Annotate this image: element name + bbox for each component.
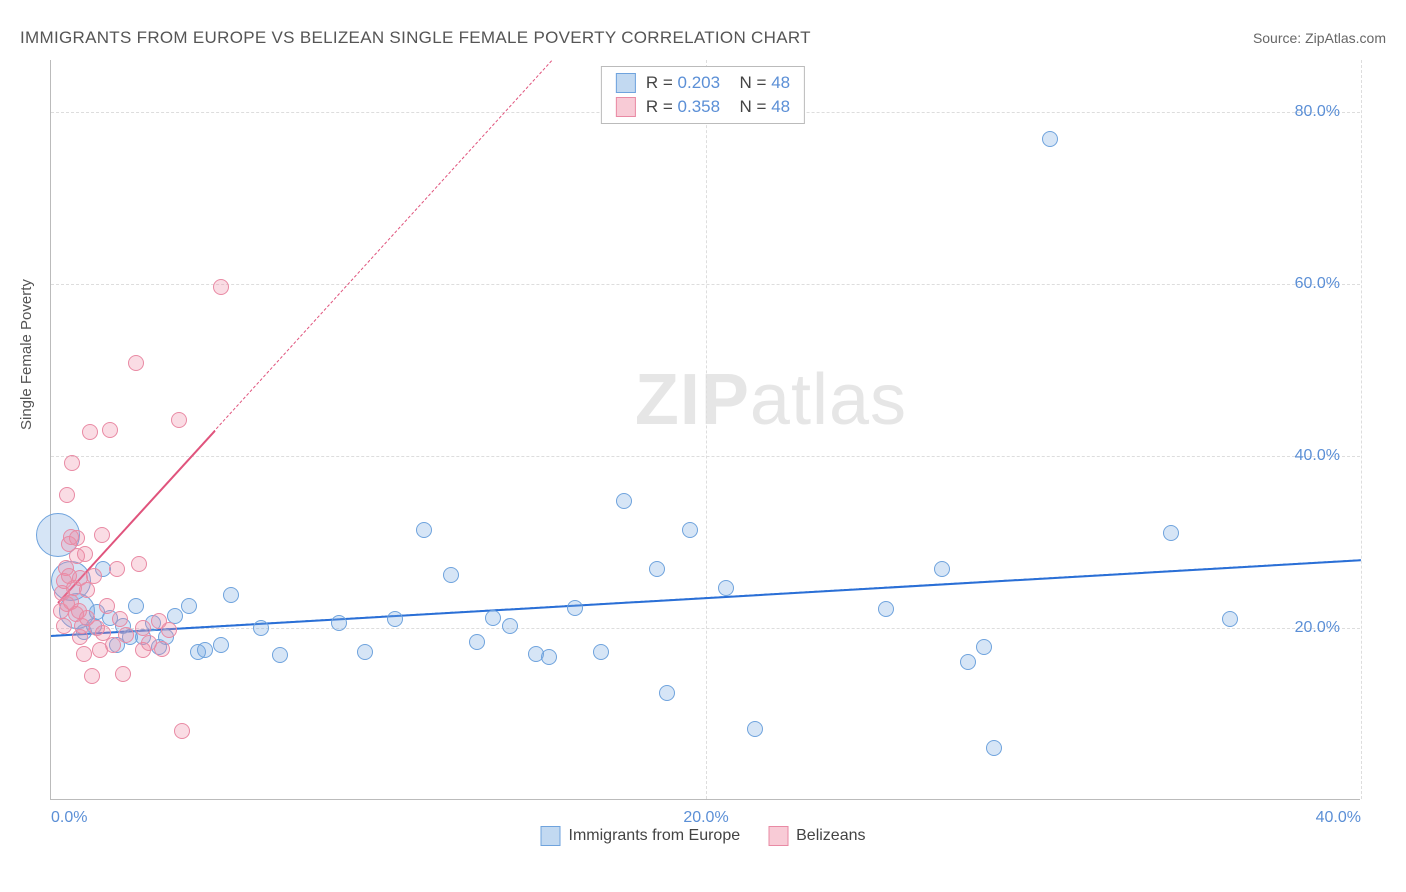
legend-row-europe: R = 0.203 N = 48	[612, 71, 794, 95]
legend-item-belize: Belizeans	[768, 826, 865, 846]
europe-point	[1222, 611, 1238, 627]
belize-point	[112, 611, 128, 627]
y-tick-label: 60.0%	[1295, 275, 1340, 293]
europe-point	[485, 610, 501, 626]
belize-point	[82, 424, 98, 440]
x-tick-label: 20.0%	[683, 809, 728, 827]
legend-swatch	[616, 97, 636, 117]
belize-point	[64, 455, 80, 471]
x-tick-label: 0.0%	[51, 809, 87, 827]
legend-label: Immigrants from Europe	[569, 827, 741, 845]
belize-point	[213, 279, 229, 295]
belize-point	[79, 582, 95, 598]
belize-point	[105, 637, 121, 653]
europe-point	[960, 654, 976, 670]
gridline-v	[706, 60, 707, 799]
europe-point	[416, 522, 432, 538]
belize-point	[171, 412, 187, 428]
y-tick-label: 20.0%	[1295, 619, 1340, 637]
europe-point	[223, 587, 239, 603]
europe-point	[1163, 525, 1179, 541]
europe-point	[934, 561, 950, 577]
belize-point	[118, 627, 134, 643]
legend-label: Belizeans	[796, 827, 865, 845]
belize-point	[161, 622, 177, 638]
belize-point	[109, 561, 125, 577]
legend-n-value: N = 48	[730, 73, 790, 93]
correlation-legend: R = 0.203 N = 48R = 0.358 N = 48	[601, 66, 805, 124]
belize-point	[59, 487, 75, 503]
y-tick-label: 40.0%	[1295, 447, 1340, 465]
europe-point	[541, 649, 557, 665]
europe-point	[128, 598, 144, 614]
europe-point	[593, 644, 609, 660]
belize-point	[131, 556, 147, 572]
europe-point	[181, 598, 197, 614]
belize-point	[56, 618, 72, 634]
legend-n-value: N = 48	[730, 97, 790, 117]
watermark: ZIPatlas	[635, 359, 907, 441]
legend-item-europe: Immigrants from Europe	[541, 826, 741, 846]
legend-swatch	[768, 826, 788, 846]
legend-r-value: R = 0.358	[646, 97, 720, 117]
source-attribution: Source: ZipAtlas.com	[1253, 30, 1386, 46]
series-legend: Immigrants from Europe Belizeans	[541, 826, 866, 846]
belize-point	[76, 646, 92, 662]
europe-point	[682, 522, 698, 538]
europe-point	[469, 634, 485, 650]
legend-r-value: R = 0.203	[646, 73, 720, 93]
belize-point	[102, 422, 118, 438]
europe-point	[659, 685, 675, 701]
europe-point	[976, 639, 992, 655]
legend-swatch	[541, 826, 561, 846]
europe-point	[387, 611, 403, 627]
belize-point	[128, 355, 144, 371]
europe-point	[253, 620, 269, 636]
europe-point	[718, 580, 734, 596]
belize-point	[135, 620, 151, 636]
belize-point	[77, 546, 93, 562]
europe-point	[747, 721, 763, 737]
europe-point	[357, 644, 373, 660]
chart-title: IMMIGRANTS FROM EUROPE VS BELIZEAN SINGL…	[20, 28, 811, 48]
belize-point	[174, 723, 190, 739]
europe-point	[1042, 131, 1058, 147]
belize-point	[86, 568, 102, 584]
belize-point	[115, 666, 131, 682]
europe-point	[331, 615, 347, 631]
gridline-v	[1361, 60, 1362, 799]
belize-point	[94, 527, 110, 543]
europe-point	[443, 567, 459, 583]
y-axis-label: Single Female Poverty	[18, 279, 35, 430]
belize-point	[99, 598, 115, 614]
europe-point	[649, 561, 665, 577]
europe-point	[272, 647, 288, 663]
europe-point	[878, 601, 894, 617]
europe-point	[502, 618, 518, 634]
europe-point	[197, 642, 213, 658]
legend-row-belize: R = 0.358 N = 48	[612, 95, 794, 119]
europe-point	[986, 740, 1002, 756]
europe-point	[213, 637, 229, 653]
belize-point	[154, 641, 170, 657]
x-tick-label: 40.0%	[1316, 809, 1361, 827]
belize-point	[69, 530, 85, 546]
europe-point	[616, 493, 632, 509]
legend-swatch	[616, 73, 636, 93]
belize-point	[84, 668, 100, 684]
scatter-plot: ZIPatlas 20.0%40.0%60.0%80.0%0.0%20.0%40…	[50, 60, 1360, 800]
y-tick-label: 80.0%	[1295, 103, 1340, 121]
europe-point	[567, 600, 583, 616]
